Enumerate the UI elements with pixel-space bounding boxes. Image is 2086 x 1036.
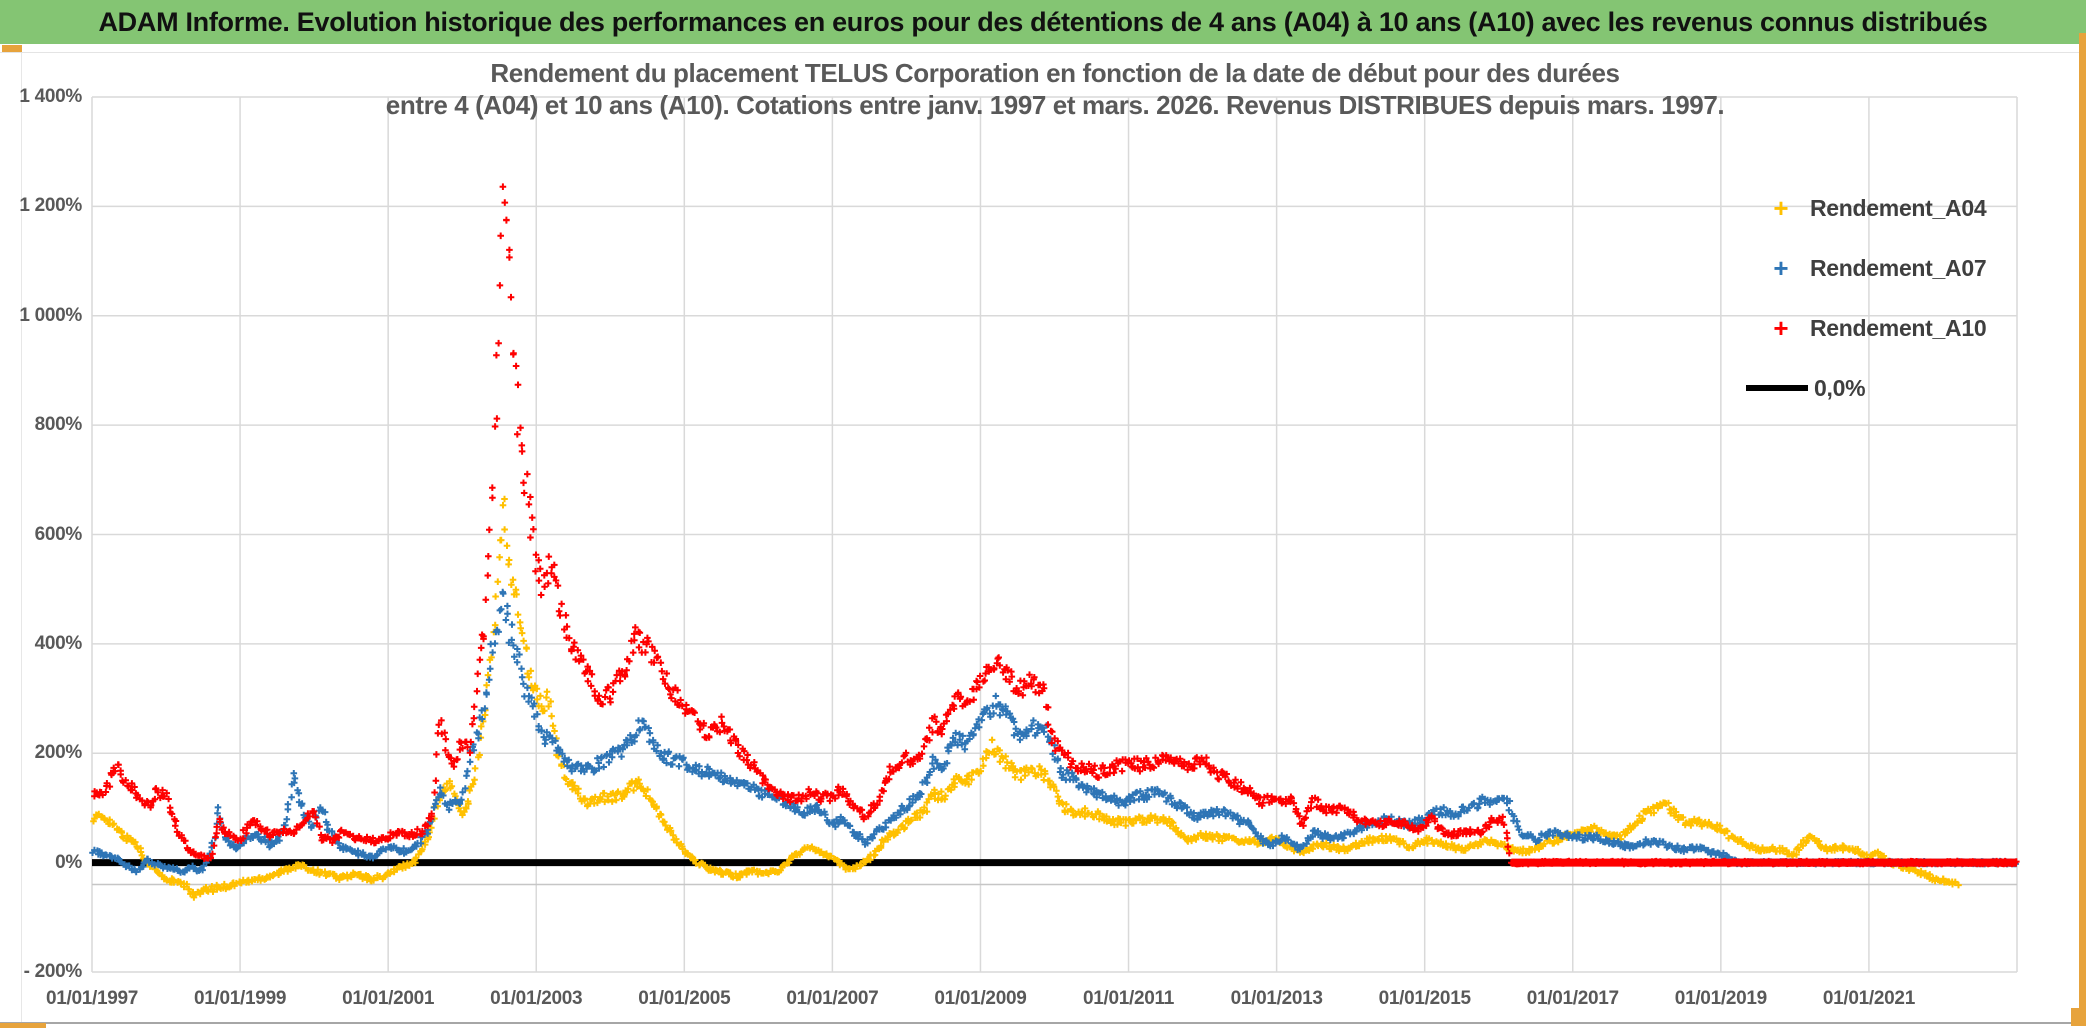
x-axis-tick-label: 01/01/2011: [1083, 988, 1175, 1009]
plus-marker-icon: +: [1773, 253, 1789, 283]
x-axis-tick-label: 01/01/2019: [1674, 988, 1767, 1009]
gold-corner-accent: [0, 1023, 46, 1028]
y-axis-tick-label: 800%: [34, 414, 83, 436]
y-axis-tick-label: 1 200%: [19, 195, 82, 217]
y-axis-tick-label: 0%: [55, 851, 82, 873]
chart-title-line1: Rendement du placement TELUS Corporation…: [490, 58, 1620, 88]
window-bottom-divider: [0, 1022, 2086, 1024]
series-rendement_a10-zero-markers: [1508, 857, 2020, 868]
title-bar: ADAM Informe. Evolution historique des p…: [0, 0, 2086, 44]
x-axis-tick-label: 01/01/2003: [490, 988, 583, 1009]
page-title: ADAM Informe. Evolution historique des p…: [98, 6, 1988, 37]
x-axis-tick-label: 01/01/2005: [638, 988, 731, 1009]
y-axis-tick-label: 1 000%: [19, 304, 82, 326]
legend-item-zero-line: 0,0%: [1746, 358, 2072, 418]
x-axis-tick-label: 01/01/2007: [786, 988, 879, 1009]
x-axis-tick-label: 01/01/2017: [1526, 988, 1619, 1009]
chart-title-line2: entre 4 (A04) et 10 ans (A10). Cotations…: [385, 90, 1725, 120]
gold-corner-accent: [2071, 1008, 2086, 1026]
plus-marker-icon: +: [1773, 313, 1789, 343]
legend-label: Rendement_A10: [1810, 314, 1987, 341]
y-axis-tick-label: 600%: [34, 523, 83, 545]
x-axis-tick-label: 01/01/2009: [934, 988, 1027, 1009]
left-frame-line: [21, 53, 22, 1022]
legend-item-a10: + Rendement_A10: [1752, 298, 2072, 358]
x-axis-tick-label: 01/01/2001: [342, 988, 435, 1009]
x-axis-tick-label: 01/01/1999: [194, 988, 287, 1009]
x-axis-tick-label: 01/01/2015: [1378, 988, 1471, 1009]
x-axis-tick-label: 01/01/1997: [45, 988, 139, 1009]
y-axis-tick-label: 1 400%: [19, 86, 82, 107]
y-axis-tick-label: - 200%: [23, 961, 83, 982]
legend-label: 0,0%: [1814, 374, 1866, 401]
series-rendement_a07: [89, 588, 1740, 876]
plus-marker-icon: +: [1773, 193, 1789, 223]
chart-legend: + Rendement_A04 + Rendement_A07 + Rendem…: [1746, 178, 2072, 418]
legend-label: Rendement_A07: [1810, 254, 1987, 281]
zero-line-swatch: [1746, 385, 1808, 391]
y-axis-tick-label: 400%: [34, 632, 83, 654]
x-axis-tick-label: 01/01/2013: [1230, 988, 1323, 1009]
y-axis-tick-label: 200%: [34, 742, 83, 764]
legend-item-a04: + Rendement_A04: [1752, 178, 2072, 238]
legend-label: Rendement_A04: [1810, 194, 1987, 221]
legend-item-a07: + Rendement_A07: [1752, 238, 2072, 298]
series-rendement_a04: [90, 495, 1962, 901]
gold-corner-accent: [2, 45, 22, 53]
gold-right-border: [2079, 33, 2086, 1026]
divider: [0, 52, 2086, 53]
x-axis-tick-label: 01/01/2021: [1822, 988, 1915, 1009]
series-rendement_a10: [91, 183, 1513, 862]
